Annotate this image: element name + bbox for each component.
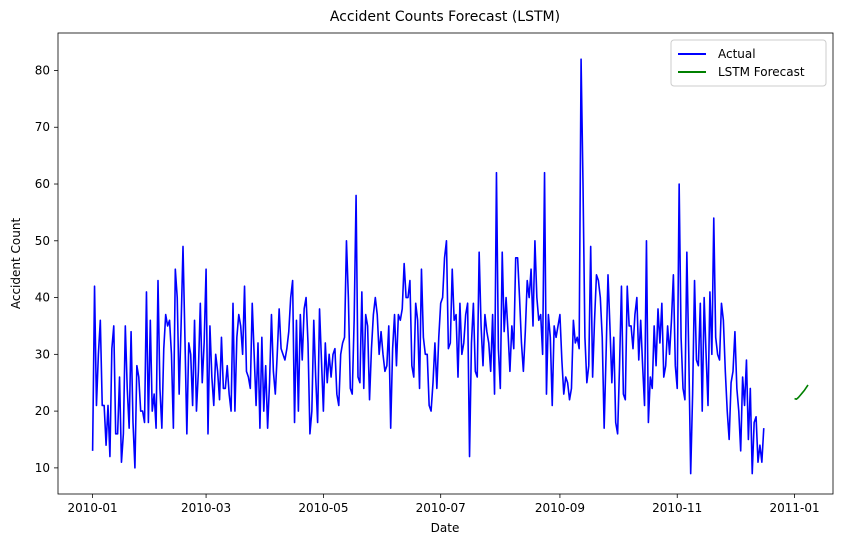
legend-label-lstm-forecast: LSTM Forecast	[718, 65, 805, 79]
y-tick-label: 70	[35, 120, 50, 134]
legend-label-actual: Actual	[718, 47, 756, 61]
series-line-actual	[91, 58, 765, 475]
x-tick-label: 2010-11	[652, 501, 702, 515]
x-tick-label: 2010-01	[68, 501, 118, 515]
x-tick-label: 2010-09	[535, 501, 585, 515]
chart-title: Accident Counts Forecast (LSTM)	[330, 9, 560, 25]
x-tick-label: 2010-05	[298, 501, 348, 515]
y-tick-label: 30	[35, 347, 50, 361]
series-line-lstm-forecast	[794, 384, 809, 400]
x-axis-label: Date	[431, 521, 460, 535]
y-axis-ticks: 10 20 30 40 50 60 70 80	[35, 63, 58, 475]
legend: Actual LSTM Forecast	[670, 39, 827, 87]
x-tick-label: 2011-01	[769, 501, 819, 515]
y-tick-label: 80	[35, 63, 50, 77]
series-layer	[91, 58, 809, 475]
x-axis-ticks: 2010-01 2010-03 2010-05 2010-07 2010-09 2010-…	[68, 494, 820, 515]
y-tick-label: 40	[35, 291, 50, 305]
y-tick-label: 10	[35, 461, 50, 475]
legend-box	[670, 39, 827, 87]
y-tick-label: 20	[35, 404, 50, 418]
y-tick-label: 60	[35, 177, 50, 191]
x-tick-label: 2010-03	[181, 501, 231, 515]
axes-frame	[57, 32, 834, 495]
y-axis-label: Accident Count	[9, 218, 23, 310]
x-tick-label: 2010-07	[416, 501, 466, 515]
y-tick-label: 50	[35, 234, 50, 248]
